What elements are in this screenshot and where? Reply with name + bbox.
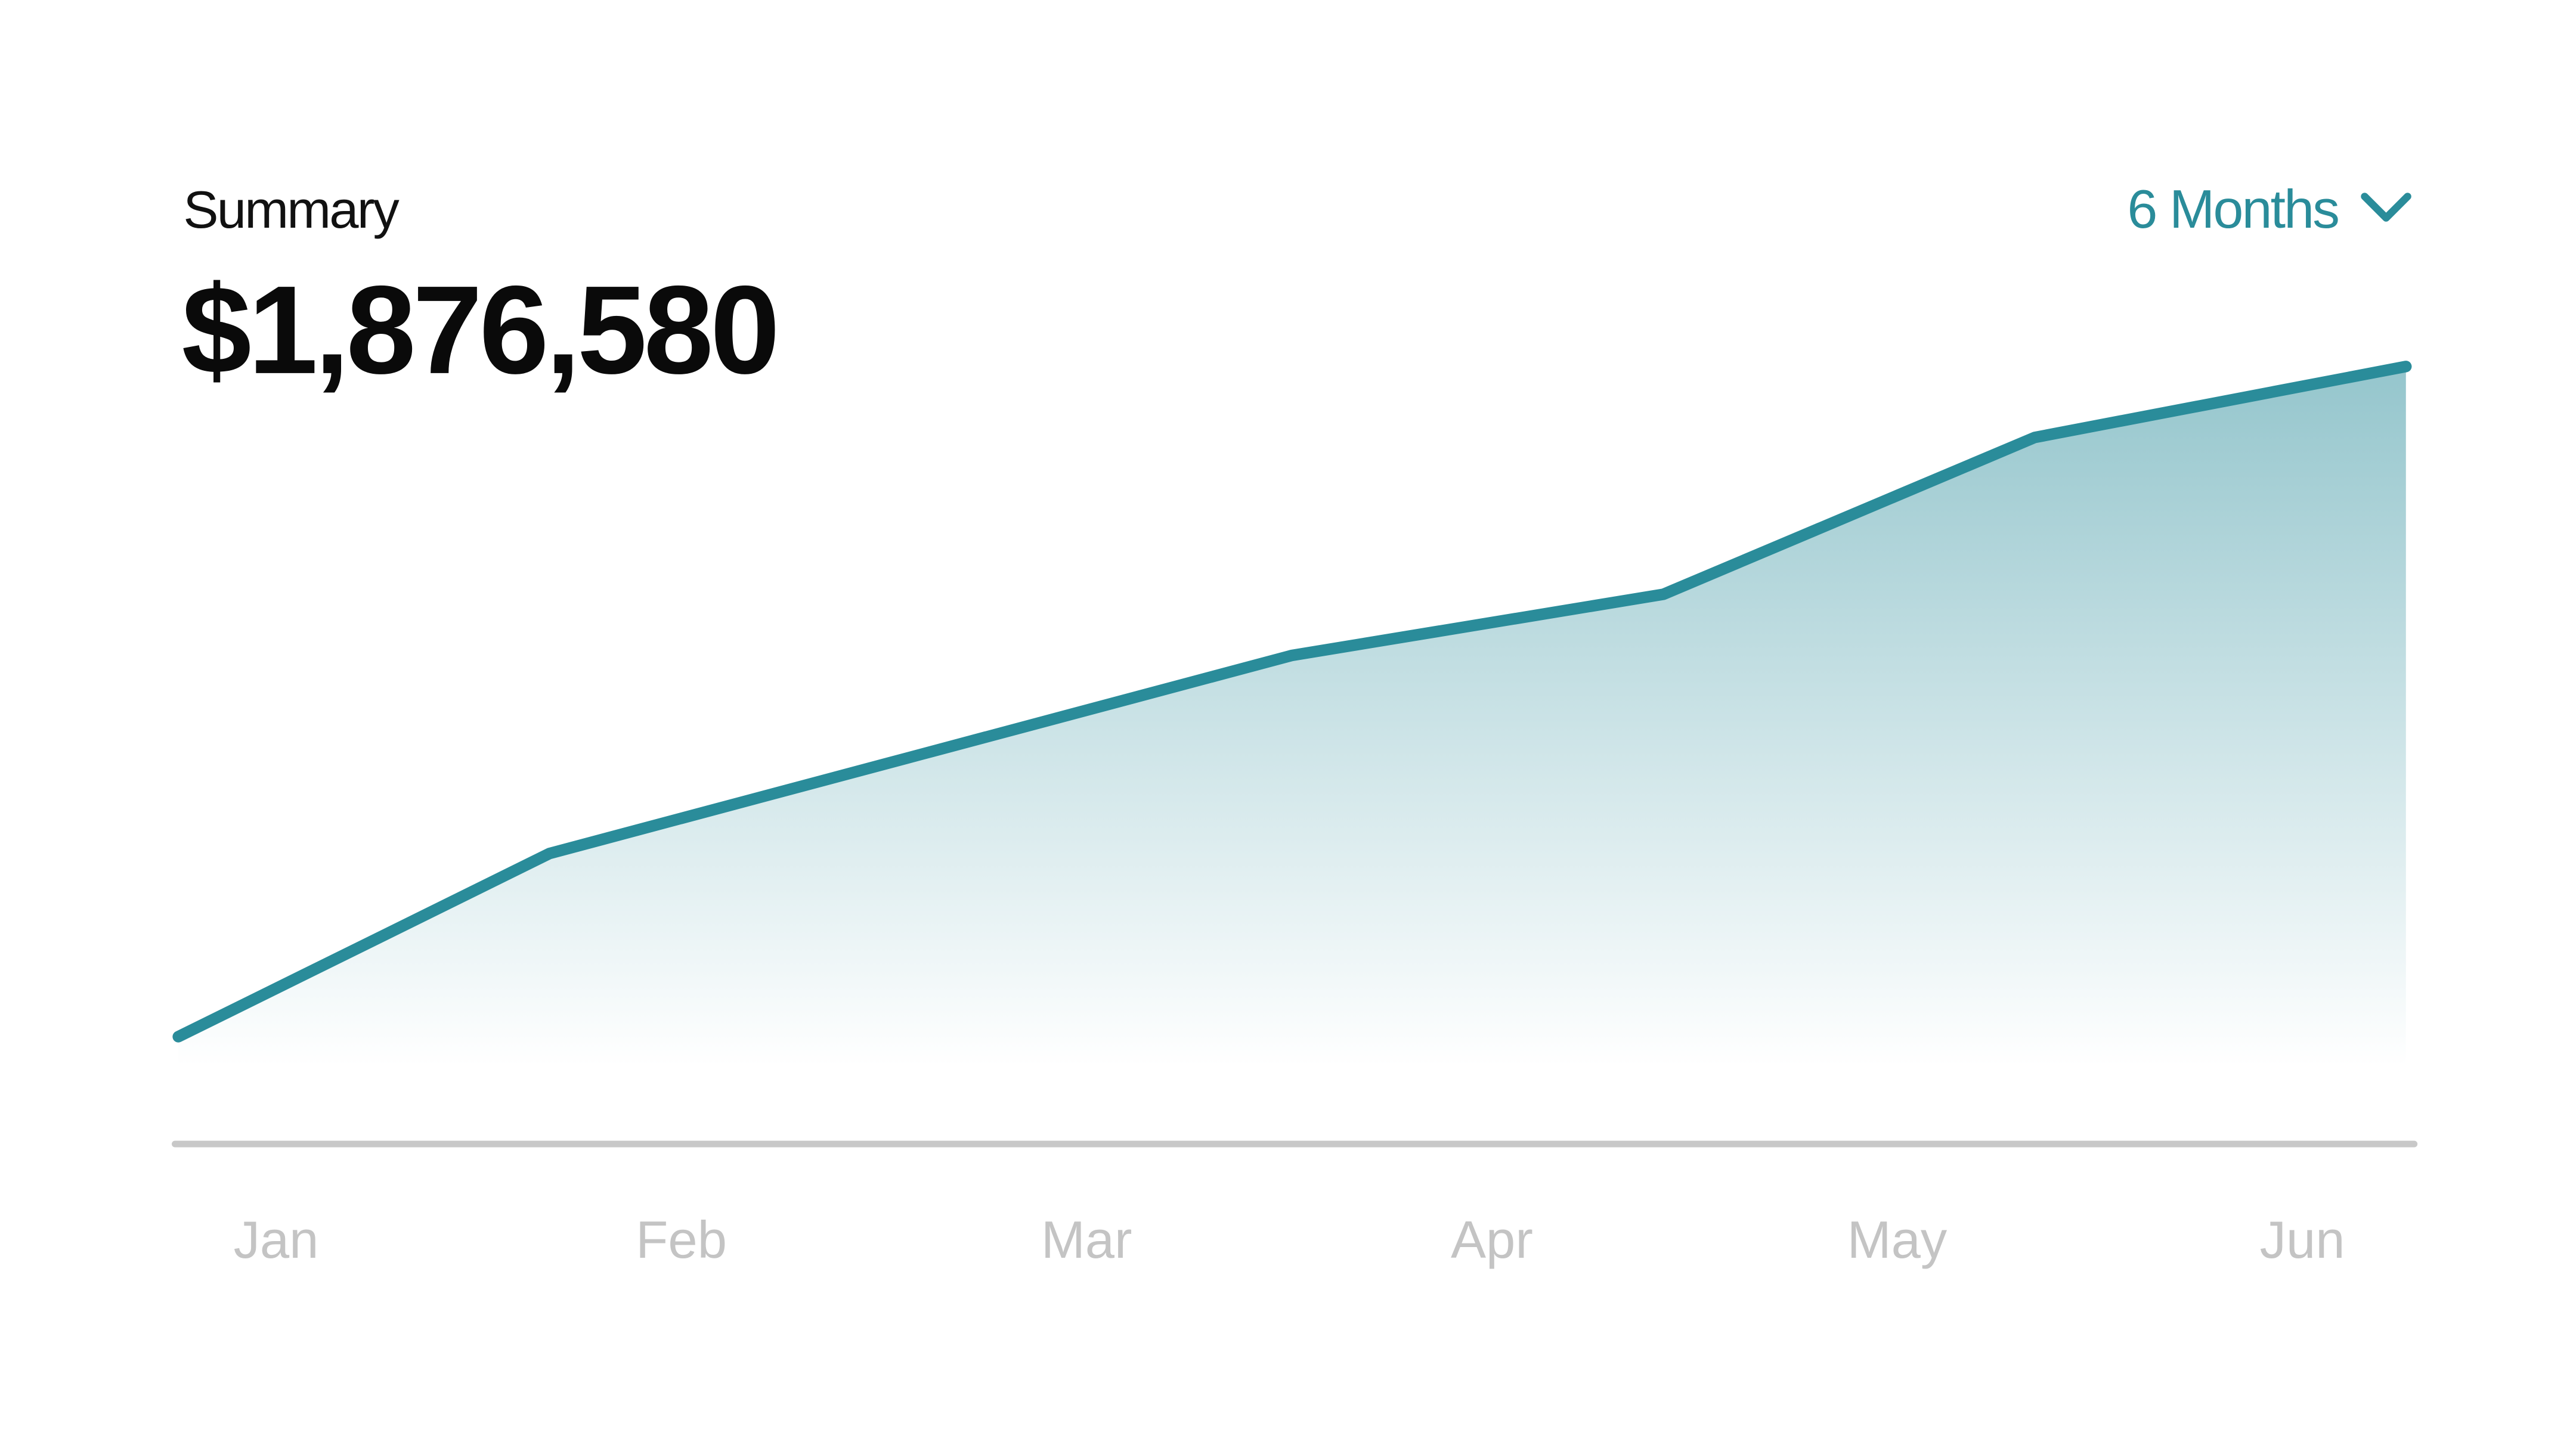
x-tick-label: May xyxy=(1847,1210,1948,1269)
x-tick-label: Apr xyxy=(1451,1210,1533,1269)
line xyxy=(172,361,2412,1043)
area-fill xyxy=(178,366,2406,1145)
x-tick-label: Mar xyxy=(1041,1210,1132,1269)
chevron-icon[interactable] xyxy=(2361,193,2411,222)
range-label[interactable]: 6 Months xyxy=(2128,179,2340,240)
range-dropdown[interactable]: 6 Months xyxy=(2128,179,2411,240)
x-tick-label: Jun xyxy=(2260,1210,2345,1269)
chart-title: Summary xyxy=(183,180,400,239)
x-tick-label: Jan xyxy=(234,1210,319,1269)
total-value: $1,876,580 xyxy=(182,259,777,400)
x-tick-label: Feb xyxy=(636,1210,727,1269)
